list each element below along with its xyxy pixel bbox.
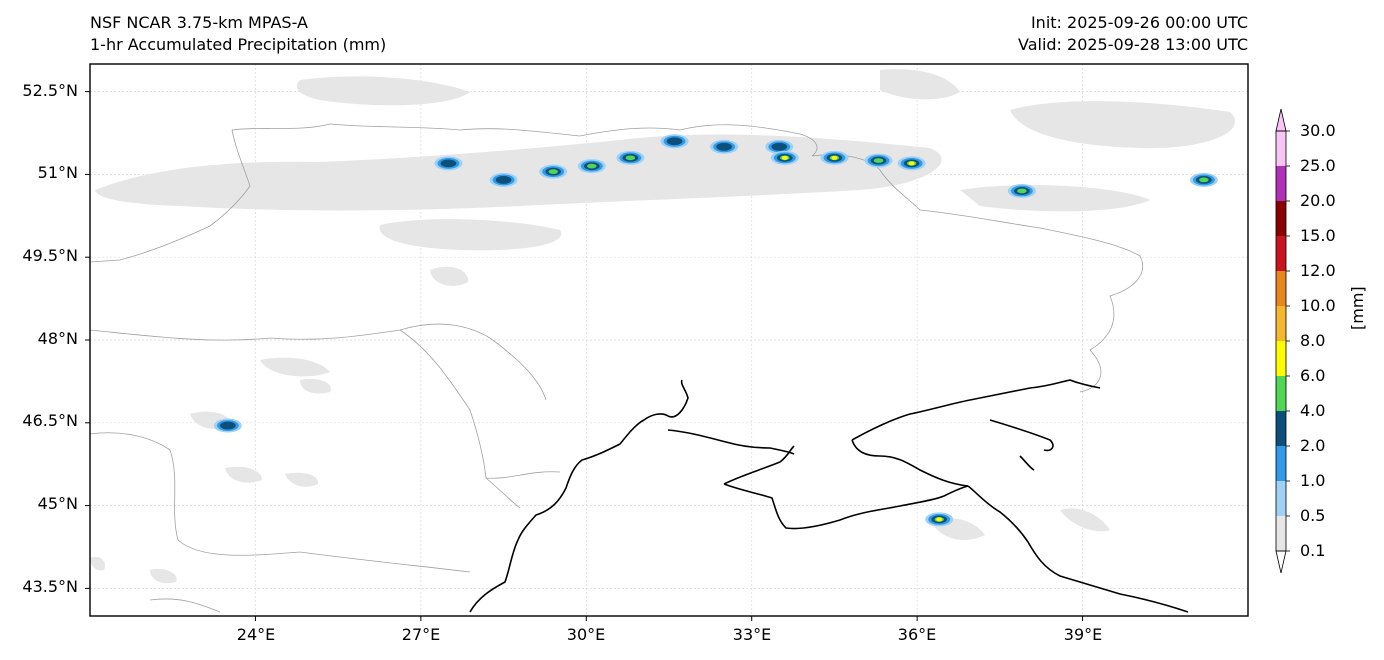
colorbar-segment [1276,306,1286,341]
precip-cell [897,156,926,171]
colorbar-segment [1276,411,1286,446]
colorbar-level-label: 1.0 [1300,471,1326,490]
colorbar-level-label: 2.0 [1300,436,1326,455]
init-time: Init: 2025-09-26 00:00 UTC [1030,13,1248,32]
lon-label: 36°E [897,625,937,644]
colorbar-level-label: 0.1 [1300,541,1326,560]
field-title: 1-hr Accumulated Precipitation (mm) [90,35,387,54]
lat-label: 49.5°N [22,246,78,265]
axis-ticks [85,91,1084,621]
lat-label: 51°N [37,163,78,182]
precip-cell [660,134,689,149]
colorbar-level-label: 4.0 [1300,401,1326,420]
lat-label: 46.5°N [22,411,78,430]
precip-cell [864,153,893,168]
precip-cell [213,418,242,433]
colorbar-level-label: 30.0 [1300,121,1336,140]
precip-cell [765,139,794,154]
precip-cell [1189,172,1218,187]
lat-label: 48°N [37,329,78,348]
coastlines [469,379,1189,613]
precip-cell [710,139,739,154]
colorbar-level-label: 12.0 [1300,261,1336,280]
lon-label: 39°E [1063,625,1103,644]
precip-cell [539,164,568,179]
lon-label: 24°E [236,625,276,644]
colorbar-unit-label: [mm] [1348,286,1367,330]
colorbar-level-label: 8.0 [1300,331,1326,350]
lat-label: 52.5°N [22,81,78,100]
colorbar-segment [1276,376,1286,411]
colorbar-segment [1276,131,1286,166]
colorbar-segment [1276,236,1286,271]
model-title: NSF NCAR 3.75-km MPAS-A [90,13,308,32]
lon-label: 27°E [401,625,441,644]
colorbar-segment [1276,446,1286,481]
colorbar-segment [1276,271,1286,306]
country-borders [90,123,1143,613]
lat-label: 45°N [37,494,78,513]
precip-cell [577,159,606,174]
colorbar-segment [1276,481,1286,516]
lat-label: 43.5°N [22,577,78,596]
colorbar-segment [1276,166,1286,201]
colorbar-level-label: 25.0 [1300,156,1336,175]
colorbar-level-label: 10.0 [1300,296,1336,315]
lon-label: 30°E [566,625,606,644]
precip-cell [489,172,518,187]
lon-label: 33°E [732,625,772,644]
colorbar-level-label: 20.0 [1300,191,1336,210]
precip-cell [925,512,954,527]
colorbar-extend-min [1275,550,1287,574]
precip-cell [434,156,463,171]
colorbar-segment [1276,201,1286,236]
colorbar-extend-max [1275,108,1287,132]
colorbar-level-label: 0.5 [1300,506,1326,525]
valid-time: Valid: 2025-09-28 13:00 UTC [1017,35,1248,54]
colorbar-level-label: 15.0 [1300,226,1336,245]
colorbar-segment [1276,516,1286,551]
colorbar-segment [1276,341,1286,376]
colorbar-level-label: 6.0 [1300,366,1326,385]
moderate-precip-cells [213,134,1218,527]
precip-cell [1007,183,1036,198]
light-precip-areas [90,69,1236,584]
precip-cell [820,150,849,165]
colorbar [1275,108,1290,574]
precip-cell [616,150,645,165]
precip-cell [770,150,799,165]
